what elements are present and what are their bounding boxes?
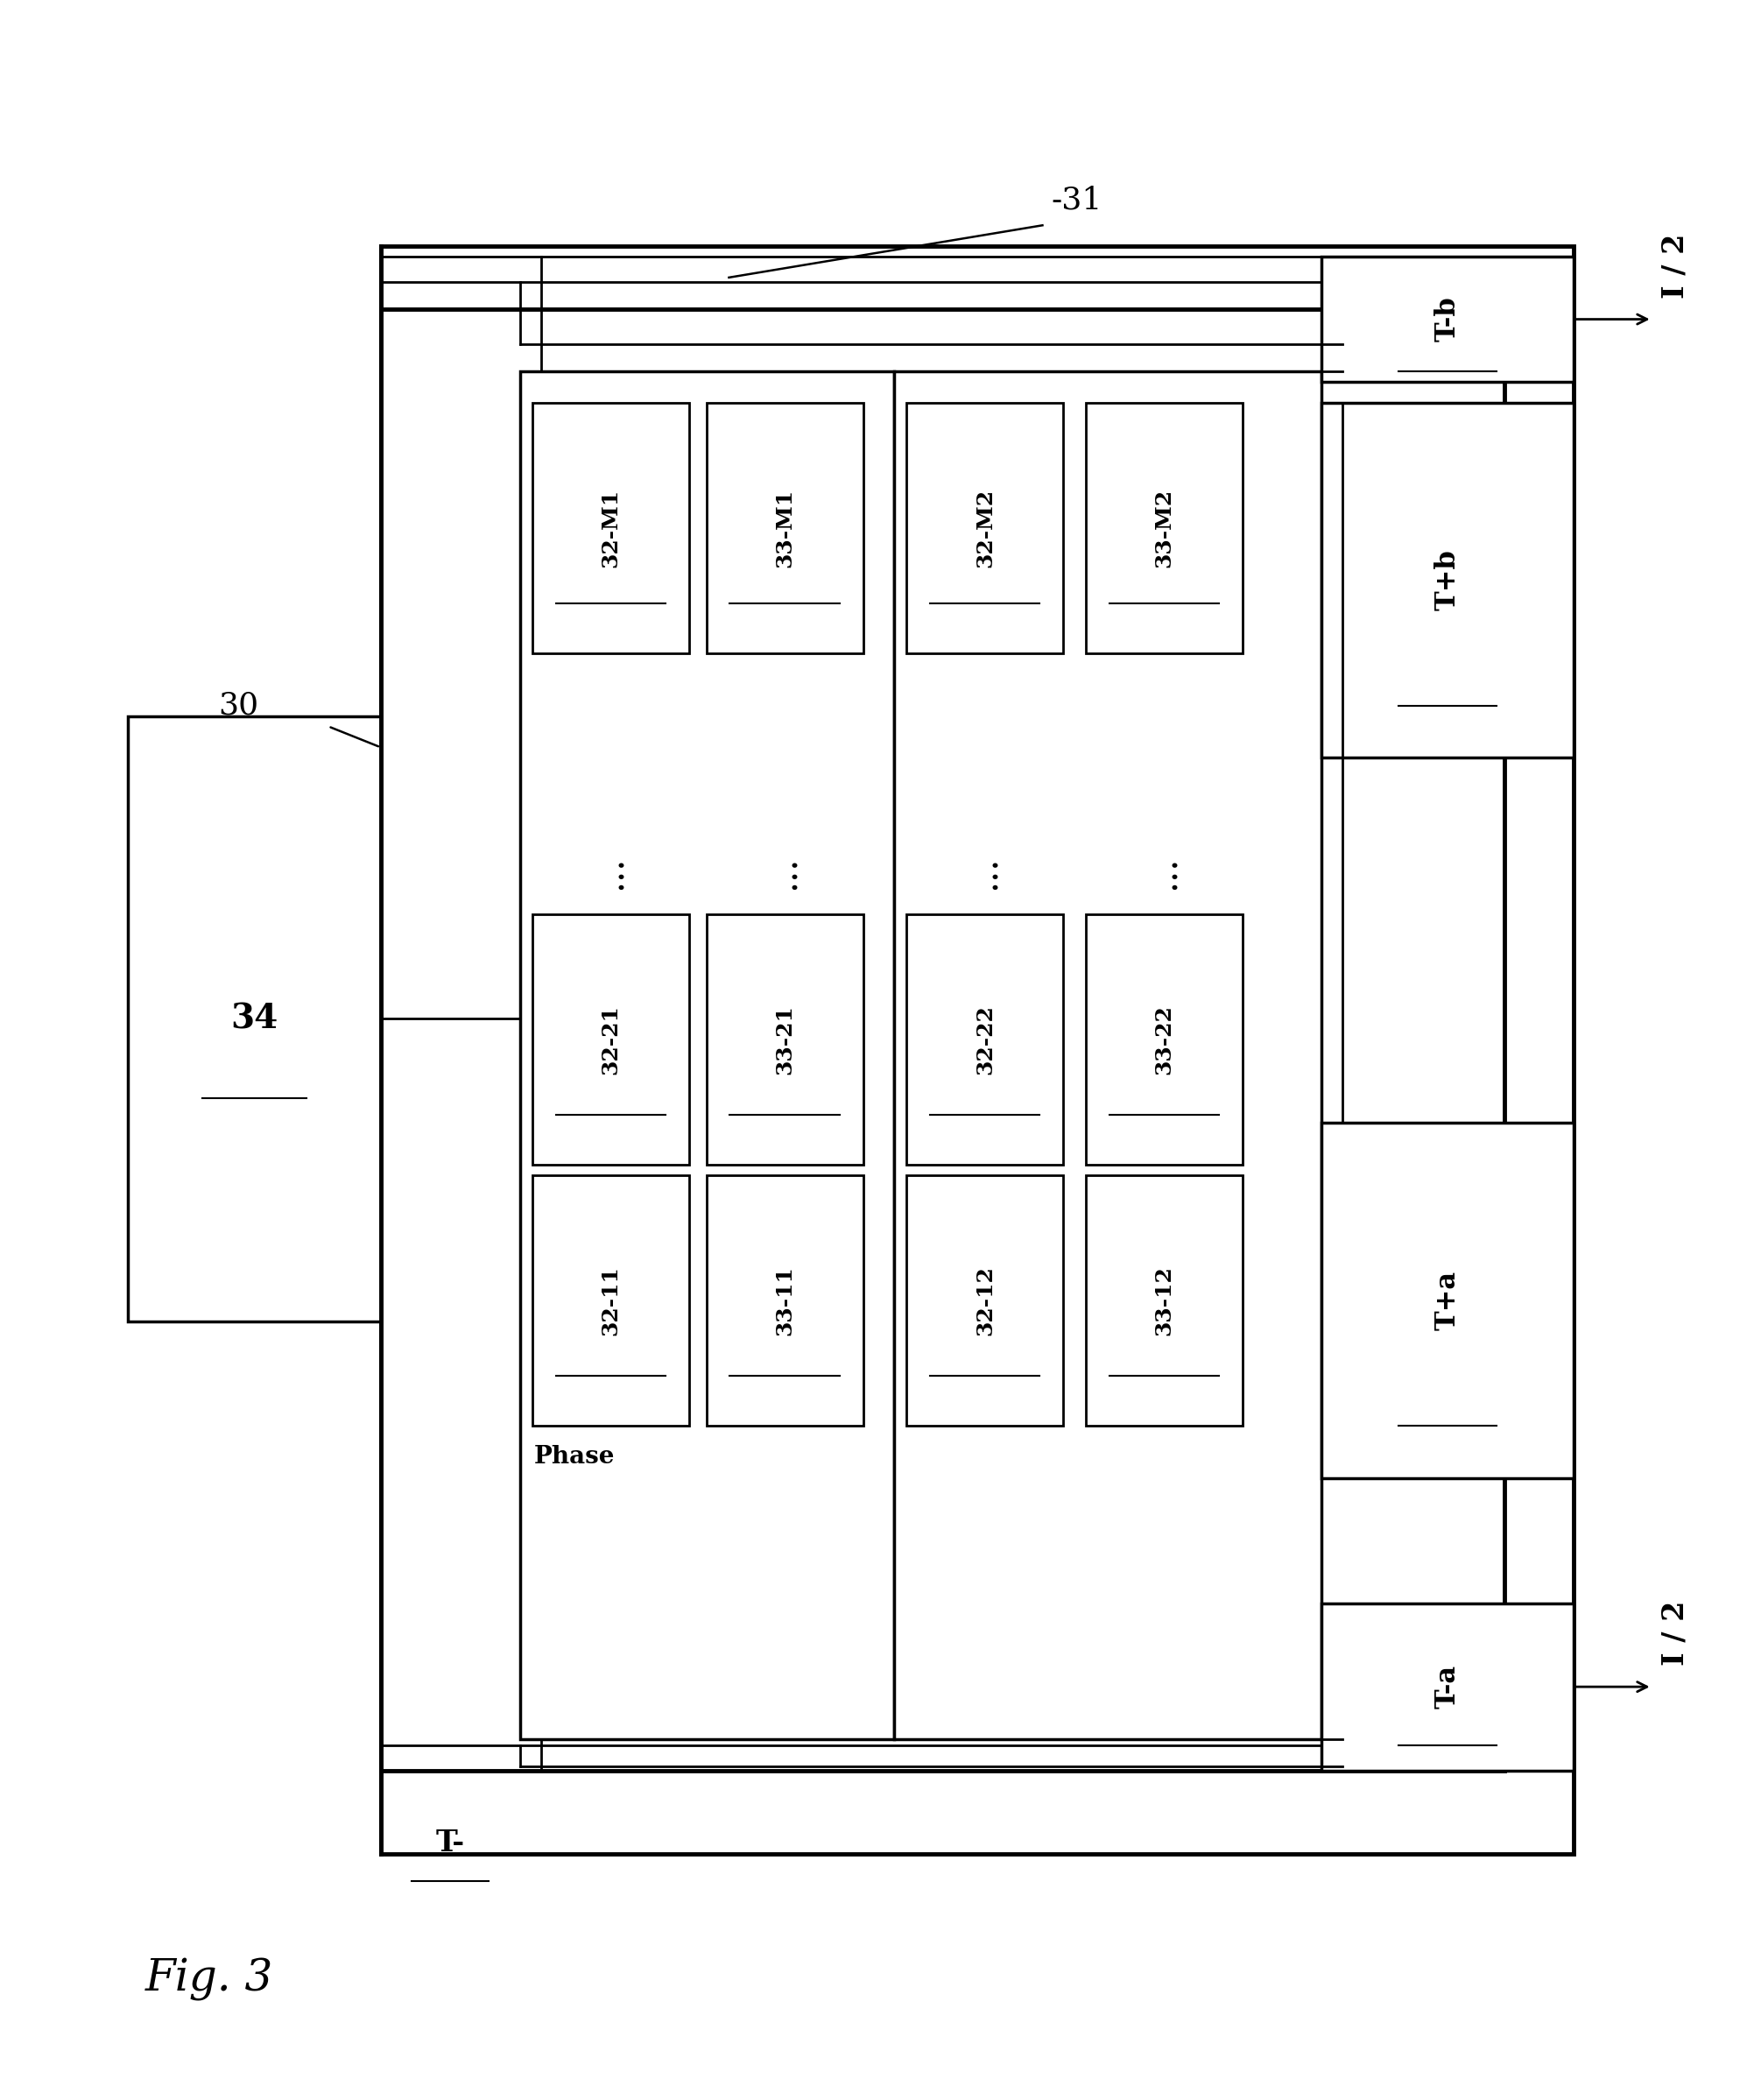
Bar xyxy=(1086,403,1244,653)
Text: 32-22: 32-22 xyxy=(975,1004,996,1075)
Text: T-b: T-b xyxy=(1433,296,1461,342)
Bar xyxy=(531,913,689,1165)
Bar xyxy=(1321,403,1573,758)
Text: I / 2: I / 2 xyxy=(1661,233,1689,298)
Bar xyxy=(1086,913,1244,1165)
Bar xyxy=(381,309,1505,1770)
Text: 33-21: 33-21 xyxy=(774,1004,795,1075)
Text: 33-11: 33-11 xyxy=(774,1266,795,1336)
Text: ...: ... xyxy=(1145,855,1182,890)
Bar xyxy=(1086,1176,1244,1426)
Text: 33-M2: 33-M2 xyxy=(1154,489,1175,567)
Text: T-: T- xyxy=(435,1829,465,1858)
Bar xyxy=(519,372,895,1739)
Bar xyxy=(707,1176,863,1426)
Text: 32-21: 32-21 xyxy=(600,1004,621,1075)
Bar xyxy=(907,403,1063,653)
Text: 32-11: 32-11 xyxy=(600,1266,621,1336)
Text: Phase: Phase xyxy=(533,1445,616,1470)
Text: ...: ... xyxy=(966,855,1003,890)
Bar xyxy=(531,1176,689,1426)
Bar xyxy=(1321,1124,1573,1478)
Text: Fig. 3: Fig. 3 xyxy=(146,1957,274,2001)
Text: T+a: T+a xyxy=(1433,1270,1461,1331)
Text: 33-M1: 33-M1 xyxy=(774,489,795,567)
Text: T+: T+ xyxy=(909,956,947,979)
Bar xyxy=(707,913,863,1165)
Bar xyxy=(1321,256,1573,382)
Bar xyxy=(907,913,1063,1165)
Text: T-a: T-a xyxy=(1433,1665,1461,1709)
Text: -31: -31 xyxy=(1051,185,1102,214)
Text: T+b: T+b xyxy=(1433,550,1461,611)
Bar xyxy=(707,403,863,653)
Text: I / 2: I / 2 xyxy=(1661,1600,1689,1665)
Text: ...: ... xyxy=(593,855,630,890)
Text: 34: 34 xyxy=(230,1002,279,1035)
Text: 32-M1: 32-M1 xyxy=(600,489,621,567)
Bar xyxy=(907,1176,1063,1426)
Bar xyxy=(381,246,1573,1854)
Text: 33-22: 33-22 xyxy=(1154,1004,1175,1075)
Bar xyxy=(895,372,1321,1739)
Text: 33-12: 33-12 xyxy=(1154,1266,1175,1336)
Text: 32-12: 32-12 xyxy=(975,1266,996,1336)
Bar xyxy=(128,716,381,1321)
Text: ...: ... xyxy=(766,855,803,890)
Bar xyxy=(1321,1602,1573,1770)
Text: 30: 30 xyxy=(217,691,258,720)
Text: 32-M2: 32-M2 xyxy=(975,489,996,567)
Bar xyxy=(531,403,689,653)
